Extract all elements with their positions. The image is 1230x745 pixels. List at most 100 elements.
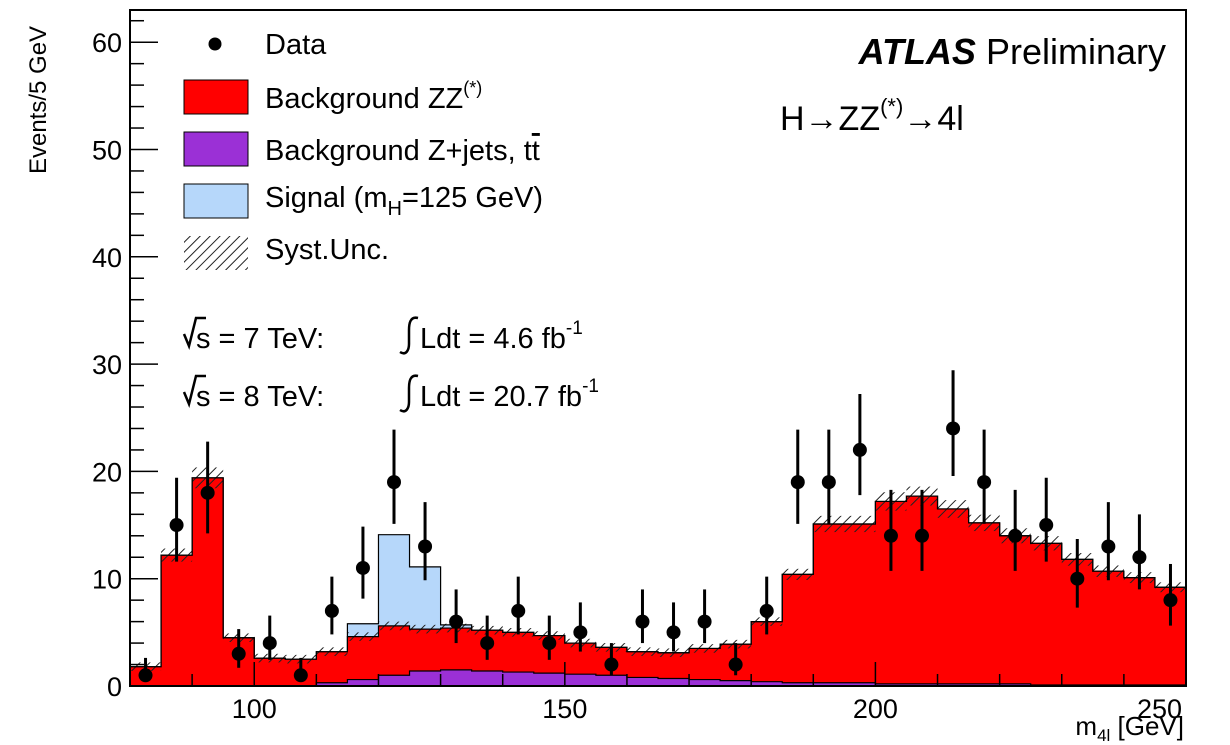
data-point-4 [262,636,277,651]
data-point-23 [852,442,867,457]
data-point-13 [542,636,557,651]
bar-zz-21 [782,574,814,683]
bar-zz-16 [626,651,659,678]
lumi-7tev-value: Ldt = 4.6 fb-1 [420,318,583,355]
bar-zz-29 [1030,543,1063,685]
x-tick-label-250: 250 [1137,694,1182,724]
y-tick-label-10: 10 [92,565,122,595]
data-point-11 [480,636,495,651]
lumi-8tev-pre: s = 8 TeV: [196,381,324,413]
process-post: →4l [903,100,963,138]
x-axis-title-unit: [GeV] [1110,711,1184,741]
axes: 0 10 20 30 40 50 60 100 150 200 250 [92,19,1187,724]
legend-signal-swatch [183,183,249,219]
bar-zjets-14 [564,674,597,686]
y-tick-label-40: 40 [92,243,122,273]
sqrt-symbol-8 [182,374,206,408]
bar-zjets-18 [689,679,721,686]
bar-zz-22 [813,523,845,683]
legend-syst-swatch [184,236,248,270]
legend-zjets-swatch [183,131,249,167]
bar-zz-18 [689,648,721,680]
bar-zjets-26 [937,683,970,686]
lumi-7tev-sup: -1 [566,318,583,339]
x-tick-label-150: 150 [542,694,587,724]
bar-zjets-28 [999,683,1032,686]
process-sup: (*) [880,94,903,119]
bar-zz-26 [937,508,970,684]
data-point-27 [977,475,992,490]
x-tick-label-200: 200 [853,694,898,724]
bar-zjets-23 [844,682,876,686]
bar-zz-9 [409,629,442,671]
x-axis-title-sub: 4l [1097,726,1110,745]
data-point-29 [1039,518,1054,533]
bar-zjets-24 [875,683,907,686]
data-point-25 [915,528,929,543]
data-point-3 [231,646,246,661]
data-point-5 [293,668,308,683]
bar-zz-4 [254,658,286,686]
data-point-18 [697,614,712,629]
legend-signal-sub: H [388,198,402,220]
bar-zjets-25 [906,683,939,686]
sqrt-symbol-7 [182,316,206,350]
lumi-8tev-sup: -1 [582,376,599,397]
bar-zz-23 [844,523,876,683]
bar-zjets-11 [471,670,504,686]
bar-zz-27 [968,522,1001,684]
bar-zjets-15 [595,675,628,686]
data-point-9 [418,539,433,554]
bar-zjets-20 [751,681,783,686]
bar-zjets-21 [782,682,814,686]
atlas-preliminary: Preliminary [976,31,1166,72]
y-tick-label-0: 0 [107,672,122,702]
bar-zjets-6 [316,682,348,686]
data-point-32 [1132,550,1147,565]
bar-zjets-17 [658,678,690,686]
bar-zz-6 [316,651,348,683]
x-tick-label-100: 100 [232,694,277,724]
legend-signal-label: Signal (mH=125 GeV) [265,182,543,220]
lumi-8tev-value: Ldt = 20.7 fb-1 [420,376,599,413]
data-point-17 [666,625,681,640]
bar-zjets-19 [720,680,752,686]
plot-frame [129,9,1187,687]
data-point-31 [1101,539,1116,554]
y-tick-label-30: 30 [92,350,122,380]
histogram-stack [130,477,1186,686]
data-point-6 [324,603,339,618]
y-tick-label-50: 50 [92,135,122,165]
data-point-8 [387,475,401,490]
legend-zjets-label: Background Z+jets, tt [265,135,540,167]
bar-zz-7 [347,636,379,680]
legend-zz-label: Background ZZ(*) [265,78,482,115]
bar-zz-32 [1123,577,1156,685]
data-point-12 [511,603,526,618]
x-axis-title: m4l [GeV] [1075,711,1184,745]
bar-zjets-13 [533,673,566,686]
data-point-28 [1008,528,1023,543]
legend-data-marker [208,37,222,51]
lumi-7tev-pre: s = 7 TeV: [196,323,324,355]
legend-syst-label: Syst.Unc. [265,234,389,266]
data-point-1 [169,518,184,533]
lumi-labels: s = 7 TeV: Ldt = 4.6 fb-1 s = 8 TeV: Ldt… [182,316,599,413]
bar-zjets-8 [378,675,411,686]
atlas-bold: ATLAS [858,31,976,72]
legend-zz-sup: (*) [463,78,482,98]
data-points [138,370,1178,683]
legend-zjets-tbar: t [532,135,540,167]
y-tick-label-60: 60 [92,28,122,58]
data-point-15 [604,657,619,672]
process-label: H→ZZ(*)→4l [780,94,964,138]
legend-signal-post: =125 GeV) [402,182,543,214]
data-point-26 [946,421,961,436]
bar-zjets-12 [502,672,535,686]
data-point-21 [790,475,805,490]
legend-zjets-text: Background Z+jets, t [265,135,532,167]
integral-symbol-8 [399,374,419,413]
bar-zz-31 [1092,571,1125,685]
bar-zjets-9 [409,670,442,686]
